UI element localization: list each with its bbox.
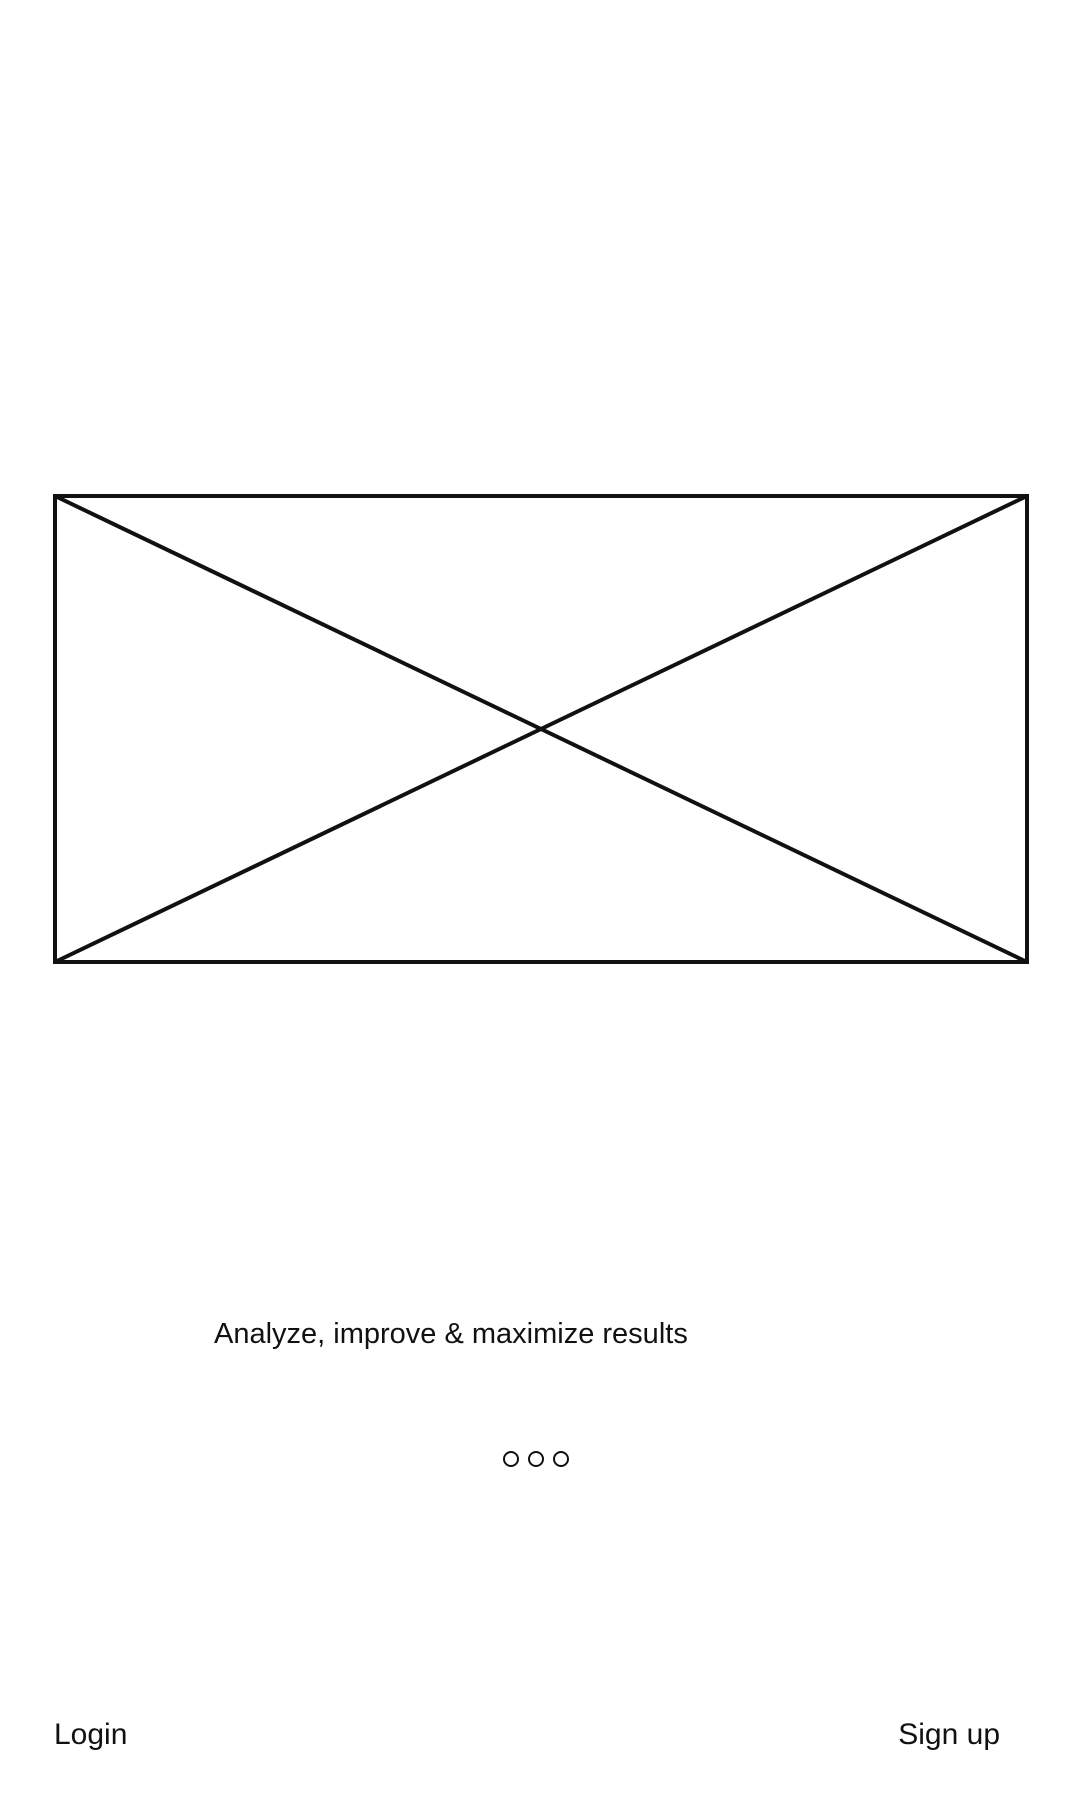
login-button[interactable]: Login [54, 1718, 128, 1751]
page-dot-1[interactable] [503, 1451, 519, 1467]
image-placeholder-icon [53, 494, 1029, 964]
page-indicator [503, 1451, 569, 1467]
page-dot-3[interactable] [553, 1451, 569, 1467]
page-dot-2[interactable] [528, 1451, 544, 1467]
onboarding-tagline: Analyze, improve & maximize results [214, 1318, 688, 1350]
sign-up-button[interactable]: Sign up [898, 1718, 1000, 1751]
hero-image-placeholder [53, 494, 1029, 964]
